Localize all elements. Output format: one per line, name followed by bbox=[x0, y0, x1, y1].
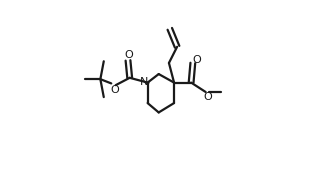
Text: O: O bbox=[203, 92, 212, 102]
Text: O: O bbox=[110, 85, 119, 95]
Text: O: O bbox=[124, 50, 133, 60]
Text: O: O bbox=[193, 55, 202, 65]
Text: N: N bbox=[140, 77, 148, 87]
